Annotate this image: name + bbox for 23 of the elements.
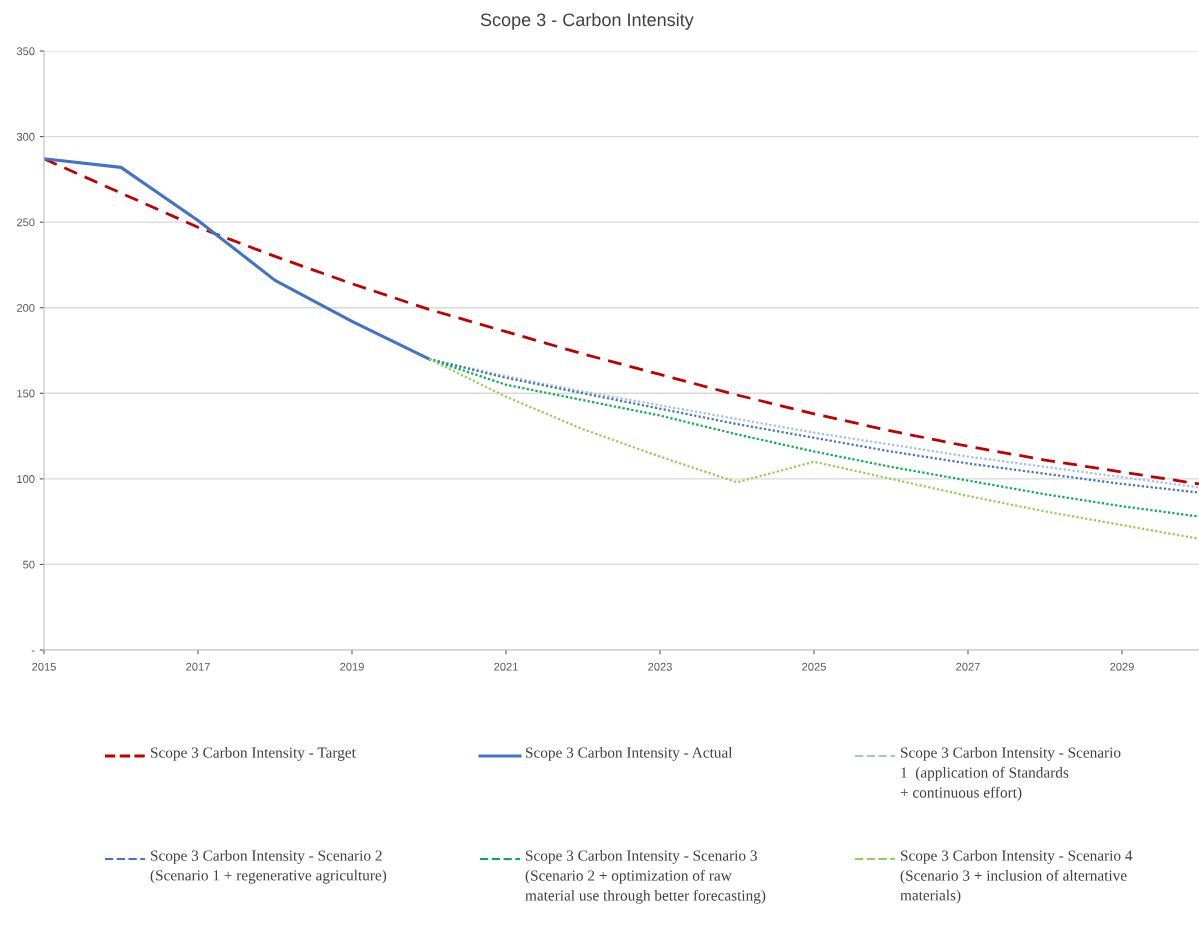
y-tick-label: -	[31, 650, 35, 652]
legend-label: Scope 3 Carbon Intensity - Scenario 3 (Scenario 2 + optimization of raw material use through better forecasting)	[525, 850, 766, 904]
legend-label: Scope 3 Carbon Intensity - Scenario 2 (Scenario 1 + regenerative agriculture)	[150, 850, 387, 884]
y-tick-label: 100	[17, 475, 35, 483]
x-tick-label: 2027	[956, 662, 980, 671]
x-tick-label: 2019	[340, 662, 364, 671]
y-tick-label: 350	[16, 47, 35, 56]
x-tick-label: 2021	[494, 662, 518, 671]
x-tick-label: 2017	[186, 662, 210, 671]
y-tick-label: 250	[16, 218, 35, 227]
y-tick-label: 150	[17, 389, 35, 398]
y-tick-label: 50	[23, 560, 35, 569]
chart-title: Scope 3 - Carbon Intensity	[480, 12, 694, 30]
legend-label: Scope 3 Carbon Intensity - Actual	[526, 747, 733, 761]
legend-label: Scope 3 Carbon Intensity - Scenario 4 (Scenario 3 + inclusion of alternative materials)	[900, 850, 1133, 904]
y-tick-label: 300	[16, 132, 35, 141]
x-tick-label: 2029	[1110, 662, 1134, 671]
legend-label: Scope 3 Carbon Intensity - Scenario 1 (application of Standards + continuous effort)	[900, 747, 1121, 801]
x-tick-label: 2025	[802, 662, 826, 671]
x-tick-label: 2015	[32, 662, 56, 671]
x-tick-label: 2023	[648, 662, 672, 671]
y-tick-label: 200	[16, 303, 35, 312]
legend-label: Scope 3 Carbon Intensity - Target	[151, 747, 356, 761]
